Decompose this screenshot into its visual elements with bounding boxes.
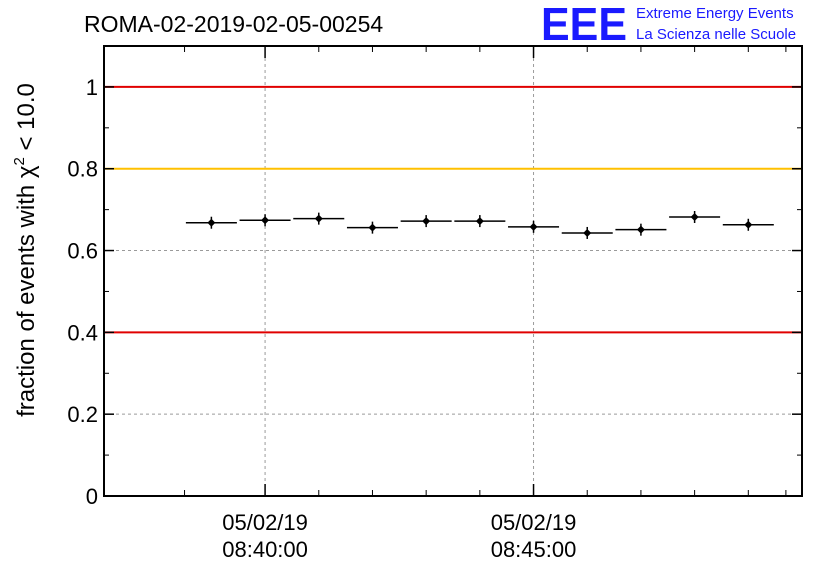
data-point-marker <box>422 217 431 226</box>
data-point-marker <box>261 216 270 225</box>
data-point <box>454 215 506 228</box>
x-tick-label-date: 05/02/19 <box>222 510 308 535</box>
reference-lines <box>104 85 802 334</box>
eee-logo-letters: EEE <box>541 0 627 50</box>
y-axis-label-suffix: < 10.0 <box>13 83 40 157</box>
data-point <box>669 211 721 223</box>
y-axis-label-symbol: χ <box>13 165 40 178</box>
y-tick-label: 1 <box>86 75 98 100</box>
y-tick-label: 0.4 <box>67 320 98 345</box>
data-points <box>185 211 774 239</box>
data-point <box>346 221 398 234</box>
data-point-marker <box>529 222 538 231</box>
data-point <box>293 212 345 225</box>
y-axis-label-superscript: 2 <box>11 157 28 165</box>
data-point-marker <box>636 225 645 234</box>
y-tick-label: 0 <box>86 484 98 509</box>
eee-logo: EEE Extreme Energy Events La Scienza nel… <box>541 0 796 50</box>
data-point-marker <box>583 228 592 237</box>
y-axis-label-prefix: fraction of events with <box>13 178 40 417</box>
x-tick-label-date: 05/02/19 <box>491 510 577 535</box>
tick-labels: 00.20.40.60.8105/02/1908:40:0005/02/1908… <box>67 75 576 562</box>
data-point-marker <box>744 220 753 229</box>
plot-frame <box>103 45 803 497</box>
data-point <box>185 216 237 229</box>
eee-logo-line2: La Scienza nelle Scuole <box>636 26 796 43</box>
y-tick-label: 0.6 <box>67 239 98 264</box>
data-point-marker <box>690 213 699 221</box>
grid-layer <box>104 46 802 496</box>
data-point-marker <box>207 218 216 227</box>
data-point <box>400 215 452 228</box>
data-point <box>508 220 560 233</box>
data-point <box>722 218 774 231</box>
data-point <box>615 223 667 236</box>
y-axis-label: fraction of events with χ2 < 10.0 <box>11 83 40 417</box>
data-point <box>561 226 613 239</box>
axes <box>103 45 803 497</box>
y-tick-label: 0.2 <box>67 402 98 427</box>
data-point-marker <box>368 223 377 232</box>
data-point-marker <box>314 214 323 223</box>
y-tick-label: 0.8 <box>67 157 98 182</box>
eee-logo-line1: Extreme Energy Events <box>636 5 794 22</box>
data-point-marker <box>475 217 484 226</box>
data-point <box>239 214 291 227</box>
x-tick-label-time: 08:40:00 <box>222 537 308 562</box>
x-tick-label-time: 08:45:00 <box>491 537 577 562</box>
run-title: ROMA-02-2019-02-05-00254 <box>84 11 383 37</box>
